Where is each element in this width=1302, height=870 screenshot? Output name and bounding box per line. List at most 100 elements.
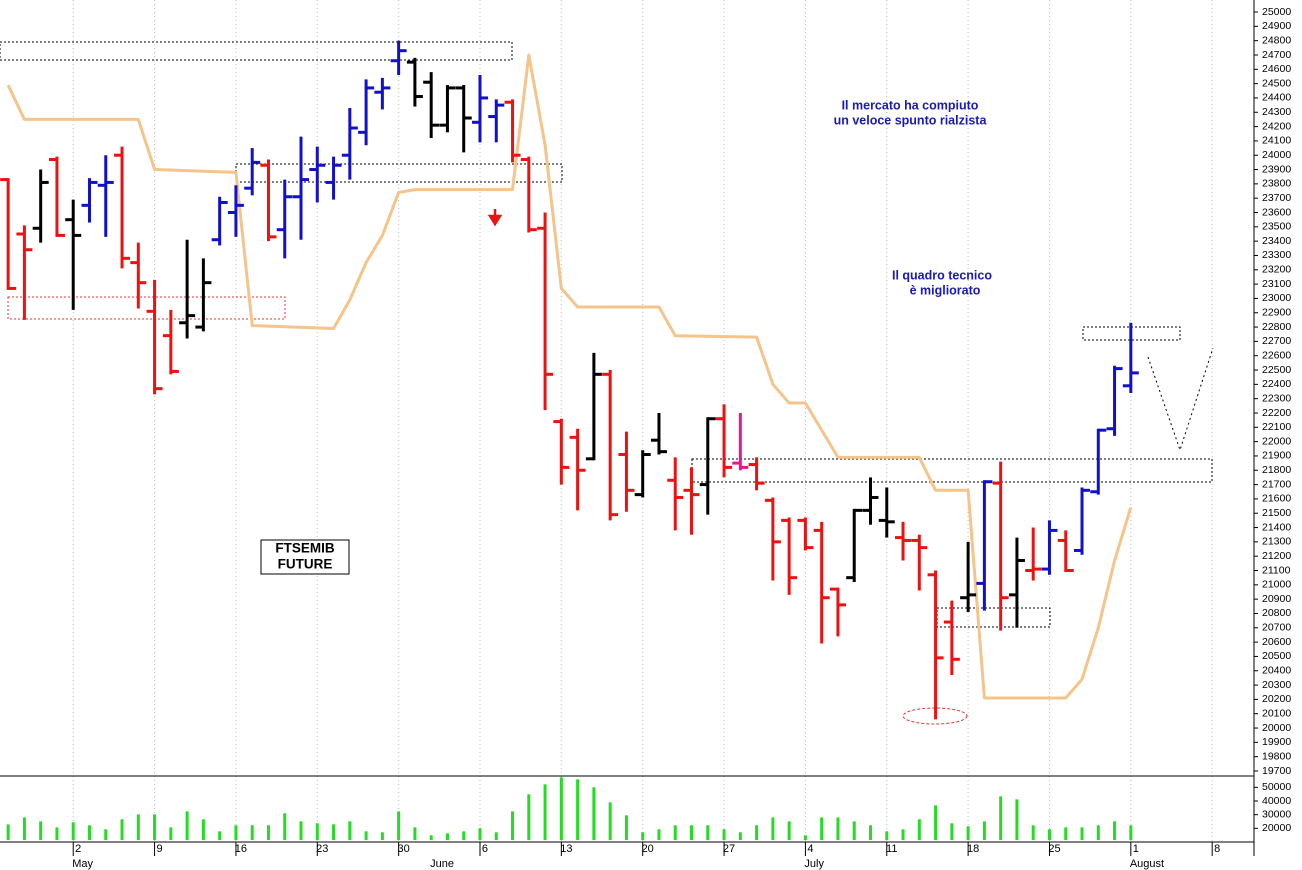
volume-bar bbox=[755, 825, 759, 840]
y-tick-label: 24000 bbox=[1262, 149, 1291, 161]
y-tick-label: 22300 bbox=[1262, 392, 1291, 404]
annotation: è migliorato bbox=[910, 283, 981, 297]
volume-bar bbox=[1113, 821, 1117, 840]
x-tick-label: 20 bbox=[642, 843, 654, 855]
y-tick-label: 21900 bbox=[1262, 450, 1291, 462]
volume-bar bbox=[348, 821, 352, 840]
level-box bbox=[936, 607, 1051, 628]
y-tick-label: 22000 bbox=[1262, 435, 1291, 447]
y-tick-label: 24500 bbox=[1262, 77, 1291, 89]
y-tick-label: 23600 bbox=[1262, 206, 1291, 218]
x-tick-label: 11 bbox=[886, 843, 897, 855]
x-tick-label: 23 bbox=[316, 843, 328, 855]
y-tick-label: 20300 bbox=[1262, 679, 1291, 691]
volume-bar bbox=[982, 821, 986, 840]
y-tick-label: 25000 bbox=[1262, 6, 1291, 18]
y-tick-label: 23800 bbox=[1262, 178, 1291, 190]
volume-bar bbox=[1015, 799, 1019, 840]
y-tick-label: 24900 bbox=[1262, 20, 1291, 32]
volume-bar bbox=[429, 835, 433, 840]
volume-bar bbox=[39, 821, 43, 840]
level-box bbox=[0, 41, 513, 61]
volume-bar bbox=[153, 814, 157, 840]
volume-bar bbox=[299, 821, 303, 840]
annotation: Il quadro tecnico bbox=[892, 268, 992, 282]
volume-bar bbox=[738, 832, 742, 840]
volume-bar bbox=[559, 777, 563, 840]
volume-bar bbox=[1047, 829, 1051, 840]
annotation-shapes bbox=[0, 41, 1214, 725]
trend-line bbox=[6, 53, 1133, 700]
y-tick-label: 23300 bbox=[1262, 249, 1291, 261]
y-tick-label: 22400 bbox=[1262, 378, 1291, 390]
volume-bar bbox=[201, 819, 205, 840]
volume-bar bbox=[87, 825, 91, 840]
y-tick-label: 22700 bbox=[1262, 335, 1291, 347]
symbol: FTSEMIB bbox=[275, 541, 334, 556]
volume-bar bbox=[608, 802, 612, 840]
volume-bar bbox=[657, 829, 661, 840]
y-tick-label: 21700 bbox=[1262, 478, 1291, 490]
volume-bar bbox=[527, 794, 531, 840]
volume-bar bbox=[934, 805, 938, 840]
y-tick-label: 24600 bbox=[1262, 63, 1291, 75]
volume-bar bbox=[803, 835, 807, 840]
y-tick-label: 20700 bbox=[1262, 622, 1291, 634]
volume-bar bbox=[120, 819, 124, 840]
month-label: August bbox=[1130, 858, 1164, 870]
volume-bar bbox=[185, 811, 189, 840]
x-tick-label: 18 bbox=[967, 843, 979, 855]
volume-bar bbox=[722, 829, 726, 840]
y-tick-label: 20800 bbox=[1262, 607, 1291, 619]
x-tick-label: 1 bbox=[1133, 843, 1139, 855]
volume-bar bbox=[104, 829, 108, 840]
y-tick-label: 22500 bbox=[1262, 364, 1291, 376]
volume-bar bbox=[266, 825, 270, 840]
volume-bar bbox=[576, 779, 580, 840]
volume-bar bbox=[22, 817, 26, 840]
x-tick-label: 30 bbox=[398, 843, 410, 855]
volume-bar bbox=[397, 811, 401, 840]
volume-bar bbox=[771, 817, 775, 840]
volume-bar bbox=[462, 831, 466, 840]
y-tick-label: 21200 bbox=[1262, 550, 1291, 562]
volume-bar bbox=[543, 784, 547, 840]
symbol-box bbox=[260, 539, 350, 575]
symbol: FUTURE bbox=[278, 557, 333, 572]
volume-bar bbox=[445, 833, 449, 840]
y-tick-label: 24400 bbox=[1262, 92, 1291, 104]
volume-bar bbox=[820, 817, 824, 840]
y-tick-label: 23000 bbox=[1262, 292, 1291, 304]
x-tick-label: 2 bbox=[75, 843, 81, 855]
volume-bar bbox=[234, 825, 238, 840]
volume-bar bbox=[169, 827, 173, 840]
volume-bar bbox=[787, 821, 791, 840]
down-arrow bbox=[487, 209, 503, 227]
volume-bar bbox=[478, 828, 482, 840]
x-tick-label: 13 bbox=[560, 843, 572, 855]
x-tick-label: 9 bbox=[157, 843, 163, 855]
y-tick-label: 19700 bbox=[1262, 765, 1291, 777]
volume-bar bbox=[885, 831, 889, 840]
volume-bar bbox=[1096, 825, 1100, 840]
month-label: May bbox=[72, 858, 93, 870]
volume-bar bbox=[55, 827, 59, 840]
y-tick-label: 23200 bbox=[1262, 264, 1291, 276]
volume-bar bbox=[136, 814, 140, 840]
volume-bar bbox=[868, 825, 872, 840]
volume-bar bbox=[380, 832, 384, 840]
level-box bbox=[691, 458, 1213, 483]
volume-bar bbox=[332, 824, 336, 840]
x-tick-label: 4 bbox=[807, 843, 813, 855]
x-tick-label: 8 bbox=[1214, 843, 1220, 855]
y-tick-label: 20600 bbox=[1262, 636, 1291, 648]
y-tick-label: 21300 bbox=[1262, 536, 1291, 548]
x-tick-label: 25 bbox=[1048, 843, 1060, 855]
annotation: Il mercato ha compiuto bbox=[842, 98, 979, 112]
volume-bar bbox=[71, 822, 75, 840]
y-tick-label: 20500 bbox=[1262, 650, 1291, 662]
y-tick-label: 20900 bbox=[1262, 593, 1291, 605]
volume-bar bbox=[315, 823, 319, 840]
x-tick-label: 27 bbox=[723, 843, 735, 855]
